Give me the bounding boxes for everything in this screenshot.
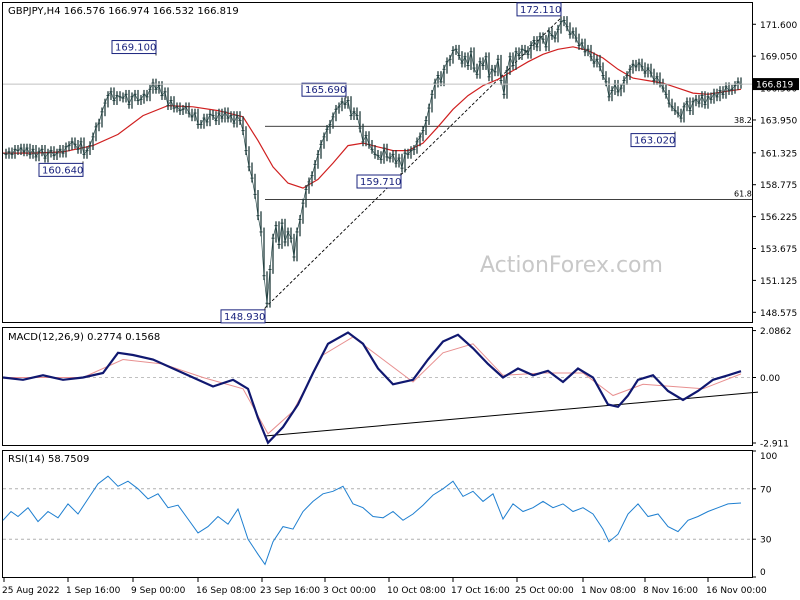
time-tick-label: 25 Oct 00:00 xyxy=(515,586,574,596)
current-price-tag xyxy=(753,78,799,91)
rsi-tick-label: 30 xyxy=(760,536,772,546)
macd-signal-line xyxy=(3,336,742,435)
time-tick-label: 25 Aug 2022 xyxy=(2,586,60,596)
price-panel xyxy=(2,2,753,323)
time-tick-label: 16 Nov 00:00 xyxy=(706,586,767,596)
macd-tick-label: 0.00 xyxy=(760,374,780,384)
macd-trendline-segment xyxy=(264,391,759,437)
moving-average-line xyxy=(3,46,742,189)
price-panel-title: GBPJPY,H4 166.576 166.974 166.532 166.81… xyxy=(8,6,239,17)
watermark: ActionForex.com xyxy=(480,253,663,278)
price-tick-label: 171.600 xyxy=(760,21,797,31)
price-label-box xyxy=(220,309,266,324)
rsi-tick-label: 100 xyxy=(760,452,777,462)
current-price-value: 166.819 xyxy=(756,81,793,91)
rsi-tick-label: 0 xyxy=(760,568,766,578)
time-tick-label: 9 Sep 00:00 xyxy=(131,586,186,596)
price-label-text: 160.640 xyxy=(42,165,83,176)
price-tick-label: 163.950 xyxy=(760,116,797,126)
macd-panel xyxy=(2,327,753,446)
fib-level-label: 38.2 xyxy=(734,116,752,125)
time-tick-label: 17 Oct 16:00 xyxy=(451,586,510,596)
time-tick-label: 8 Nov 16:00 xyxy=(643,586,698,596)
current-price-marker: 166.819 xyxy=(3,78,799,91)
rsi-panel-title: RSI(14) 58.7509 xyxy=(8,454,89,465)
price-tick-label: 151.125 xyxy=(760,277,797,287)
time-tick-label: 1 Sep 16:00 xyxy=(66,586,121,596)
price-label-box xyxy=(630,133,676,148)
price-tick-label: 153.675 xyxy=(760,245,797,255)
price-tick-label: 156.225 xyxy=(760,213,797,223)
price-label-text: 148.930 xyxy=(224,312,265,323)
time-tick-label: 23 Sep 16:00 xyxy=(260,586,320,596)
macd-tick-label: 2.0862 xyxy=(760,327,792,337)
price-label-text: 172.110 xyxy=(520,5,561,16)
macd-tick-label: -2.911 xyxy=(760,439,789,449)
price-close-line xyxy=(2,20,742,304)
moving-average xyxy=(3,46,742,189)
price-label-box xyxy=(38,162,84,177)
fib-level-label: 61.8 xyxy=(734,189,752,198)
time-tick-label: 10 Oct 08:00 xyxy=(387,586,446,596)
price-trendline xyxy=(264,17,562,309)
price-label-box xyxy=(301,82,347,97)
time-x-axis: 25 Aug 2022 1 Sep 16:00 9 Sep 00:00 16 Sep … xyxy=(2,578,767,596)
price-tick-label: 158.775 xyxy=(760,181,797,191)
price-label-box xyxy=(516,2,562,17)
price-label-text: 163.020 xyxy=(634,136,675,147)
price-label-text: 165.690 xyxy=(305,85,346,96)
macd-main-path xyxy=(2,331,742,445)
time-tick-label: 3 Oct 00:00 xyxy=(323,586,376,596)
macd-y-axis: 2.0862 0.00 -2.911 xyxy=(3,327,792,449)
time-tick-label: 1 Nov 08:00 xyxy=(581,586,636,596)
macd-panel-title: MACD(12,26,9) 0.2774 0.1568 xyxy=(8,332,160,343)
price-label-text: 159.710 xyxy=(360,177,401,188)
rsi-line xyxy=(2,475,742,566)
rsi-panel xyxy=(2,450,753,578)
price-tick-label: 148.575 xyxy=(760,309,797,319)
rsi-path xyxy=(2,475,742,566)
price-label-box xyxy=(111,40,157,55)
macd-line xyxy=(2,331,742,445)
price-tick-label: 161.325 xyxy=(760,149,797,159)
price-label-box xyxy=(356,174,402,189)
rsi-tick-label: 70 xyxy=(760,485,772,495)
price-tick-label: 169.050 xyxy=(760,53,797,63)
dashed-trendline xyxy=(264,17,562,309)
rsi-y-axis: 100 70 30 0 xyxy=(3,450,777,578)
fibonacci-levels: 38.2 61.8 xyxy=(265,116,752,200)
price-series xyxy=(2,16,743,308)
macd-trendline xyxy=(264,391,759,437)
time-tick-label: 16 Sep 08:00 xyxy=(196,586,256,596)
macd-signal-path xyxy=(3,336,742,435)
price-label-text: 169.100 xyxy=(115,43,156,54)
price-labels: 169.100 160.640 148.930 165.690 159.710 172.1… xyxy=(38,2,676,324)
